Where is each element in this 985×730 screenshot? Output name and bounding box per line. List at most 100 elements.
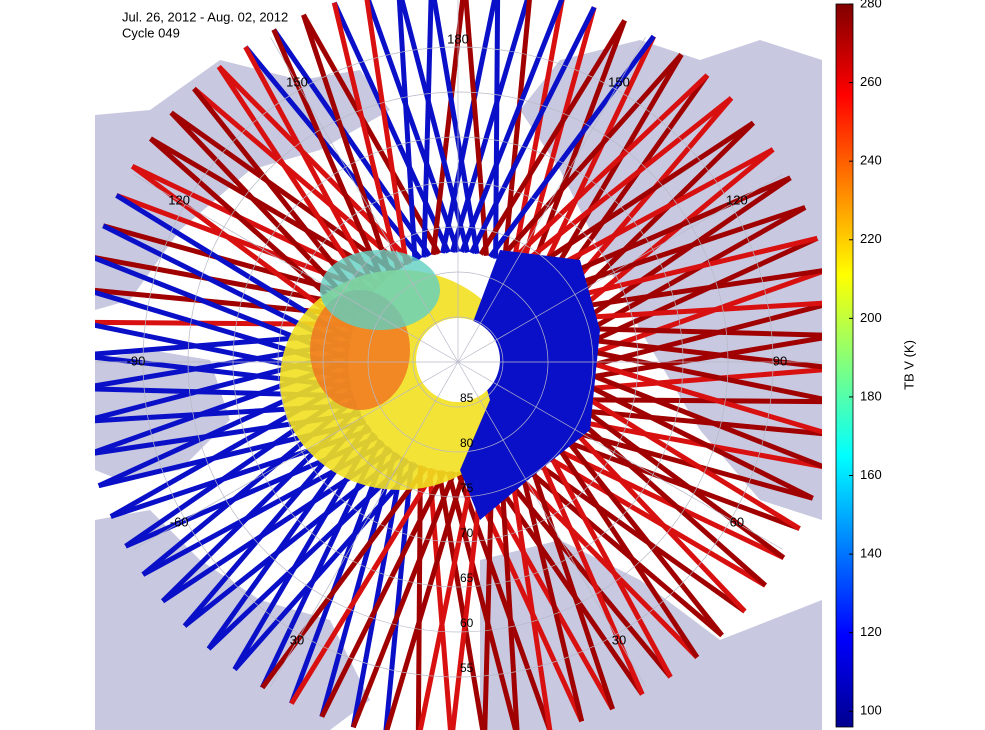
- longitude-label: 120: [726, 192, 748, 207]
- swath: [365, 0, 461, 253]
- swath: [364, 0, 409, 266]
- swath: [549, 235, 818, 305]
- swath: [384, 471, 467, 730]
- latitude-label: 65: [460, 571, 474, 585]
- swath: [260, 465, 428, 690]
- colorbar-tick-label: 120: [860, 624, 882, 639]
- swath: [510, 0, 565, 268]
- swath: [493, 463, 673, 679]
- longitude-line: [457, 174, 783, 363]
- map: 85 80 75 70 65 60 55 180 150 150 120 120 -90 90 -60 60 3…: [95, 0, 822, 730]
- swath: [515, 453, 585, 722]
- swath: [554, 268, 822, 313]
- colorbar-tick-label: 140: [860, 546, 882, 561]
- swath: [301, 13, 442, 255]
- swath: [383, 461, 415, 730]
- swath: [427, 468, 453, 730]
- swath: [243, 45, 379, 290]
- swath: [332, 1, 451, 254]
- swath: [484, 466, 645, 696]
- swath: [565, 205, 807, 346]
- swath: [567, 353, 822, 435]
- swath: [558, 401, 768, 588]
- swath: [518, 6, 597, 273]
- swath: [206, 458, 410, 651]
- swath: [540, 53, 684, 293]
- swath: [566, 302, 822, 375]
- swath: [506, 73, 710, 266]
- ice-region: [320, 250, 440, 330]
- swath: [436, 469, 486, 730]
- swath: [566, 373, 814, 501]
- title: Jul. 26, 2012 - Aug. 02, 2012: [122, 9, 288, 24]
- swath: [562, 175, 792, 336]
- longitude-line: [457, 361, 783, 550]
- swath: [519, 450, 747, 614]
- swath: [469, 6, 597, 254]
- swath: [497, 52, 684, 262]
- swath: [430, 0, 466, 256]
- longitude-label: 120: [168, 192, 190, 207]
- swath: [543, 205, 806, 297]
- colorbar-tick-label: 180: [860, 388, 882, 403]
- latitude-label: 60: [460, 616, 474, 630]
- swath: [301, 14, 393, 277]
- swath: [564, 382, 801, 531]
- graticule: 85 80 75 70 65 60 55 180 150 150 120 120 -90 90 -60 60 3…: [95, 0, 822, 687]
- swath: [554, 410, 747, 614]
- swath: [533, 35, 656, 286]
- swath: [567, 363, 822, 469]
- swath: [431, 0, 480, 255]
- swath: [530, 147, 775, 283]
- swath: [557, 405, 822, 437]
- swath: [243, 45, 423, 261]
- swath: [440, 0, 498, 254]
- swath: [488, 34, 656, 259]
- colorbar: [835, 3, 854, 728]
- latitude-label: 75: [460, 481, 474, 495]
- longitude-label: 180: [447, 31, 469, 46]
- swath: [217, 64, 414, 265]
- swath: [169, 110, 397, 274]
- swath: [319, 470, 447, 718]
- swath: [498, 463, 520, 730]
- longitude-line: [457, 361, 646, 687]
- swath: [459, 0, 565, 253]
- swath: [350, 471, 457, 729]
- colorbar-tick-label: 240: [860, 153, 882, 168]
- swath: [289, 468, 438, 705]
- swath: [455, 471, 553, 730]
- swath: [271, 28, 386, 283]
- longitude-line: [270, 37, 459, 363]
- swath: [232, 462, 419, 672]
- colorbar-tick-label: 280: [860, 0, 882, 10]
- swath: [289, 445, 390, 705]
- swath: [566, 344, 822, 402]
- subtitle: Cycle 049: [122, 25, 180, 40]
- swath: [549, 418, 724, 637]
- colorbar-tick-label: 160: [860, 467, 882, 482]
- longitude-label: -90: [127, 353, 146, 368]
- swath: [493, 0, 501, 259]
- swaths: [95, 0, 822, 730]
- swath: [449, 0, 530, 253]
- colorbar-tick-label: 200: [860, 310, 882, 325]
- colorbar-tick-label: 100: [860, 703, 882, 718]
- swath: [502, 459, 699, 660]
- swath: [561, 392, 786, 560]
- swath: [482, 466, 495, 730]
- swath: [95, 255, 364, 310]
- swath: [331, 2, 401, 271]
- swath: [350, 456, 406, 728]
- swath: [478, 19, 627, 256]
- swath: [511, 455, 724, 638]
- colorbar-tick-label: 260: [860, 74, 882, 89]
- latitude-label: 85: [460, 391, 474, 405]
- swath: [450, 468, 486, 730]
- swath: [514, 96, 733, 271]
- longitude-label: 150: [286, 75, 308, 90]
- longitude-label: -60: [170, 514, 189, 529]
- swath: [507, 458, 553, 730]
- swath: [271, 28, 432, 258]
- swath: [415, 465, 423, 730]
